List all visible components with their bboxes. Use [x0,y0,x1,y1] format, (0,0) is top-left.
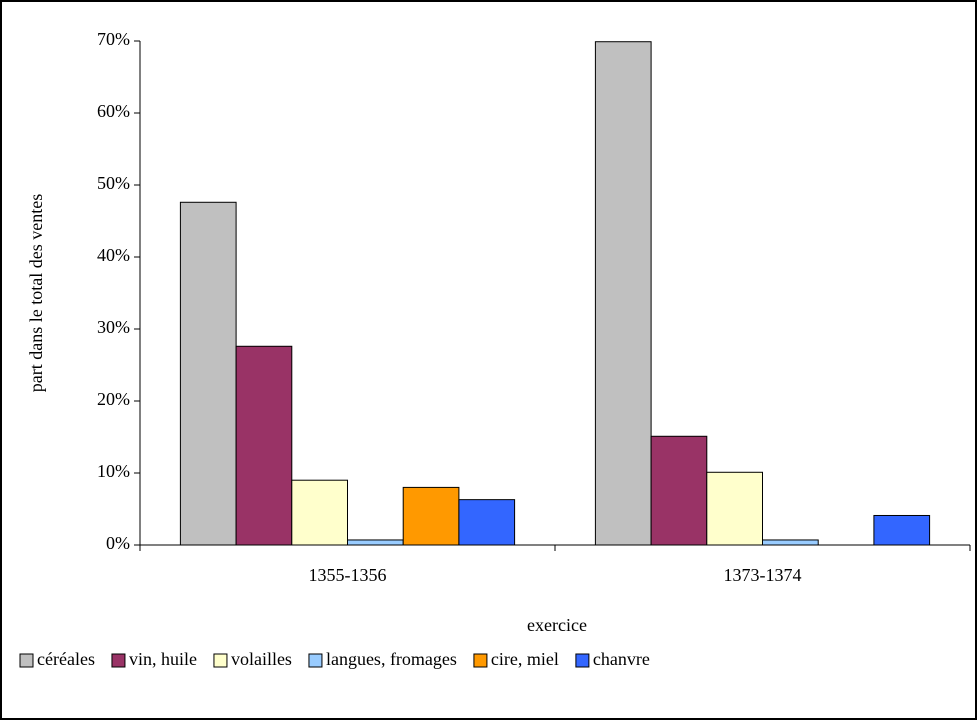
legend-label: cire, miel [491,649,559,669]
x-axis-label: exercice [527,615,587,635]
y-axis-label: part dans le total des ventes [26,194,46,392]
legend-swatch [473,653,488,668]
bar [458,499,516,546]
y-tick-label: 70% [97,29,130,49]
legend-swatch [111,653,126,668]
x-tick-label: 1373-1374 [724,565,802,585]
legend-swatch [19,653,34,668]
bar [873,514,931,546]
bar [291,479,348,546]
legend-label: chanvre [593,649,650,669]
bar [762,539,819,546]
legend-label: vin, huile [129,649,197,669]
bar [235,345,293,546]
x-tick-label: 1355-1356 [309,565,387,585]
y-tick-label: 40% [97,245,130,265]
legend-swatch [308,653,323,668]
y-tick-label: 10% [97,461,130,481]
legend-label: céréales [37,649,95,669]
legend-swatch [213,653,228,668]
y-tick-label: 0% [106,533,130,553]
bar [594,41,652,546]
legend-label: langues, fromages [326,649,457,669]
bar [402,486,460,546]
legend-label: volailles [231,649,292,669]
bar [179,201,237,546]
bar [347,539,404,546]
y-tick-label: 20% [97,389,130,409]
y-tick-label: 50% [97,173,130,193]
bar [650,435,708,546]
y-tick-label: 30% [97,317,130,337]
y-tick-label: 60% [97,101,130,121]
bar [706,471,763,546]
legend-swatch [575,653,590,668]
